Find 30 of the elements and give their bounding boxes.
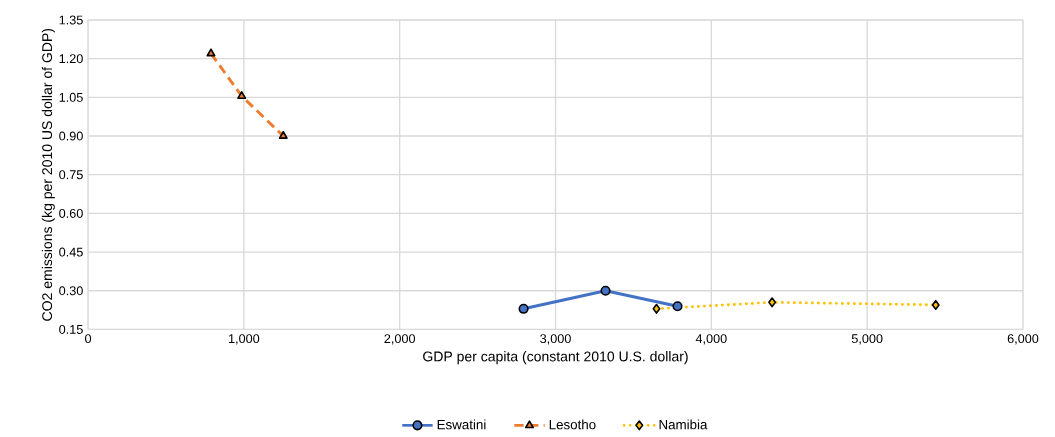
point	[672, 300, 683, 312]
y-tick-label: 0.45	[59, 247, 83, 257]
y-tick-label: 0.75	[59, 170, 83, 179]
legend-label: Namibia	[659, 419, 708, 430]
x-tick-label: 1,000	[228, 333, 260, 345]
x-tick-label: 3,000	[540, 333, 571, 345]
point	[518, 303, 529, 314]
y-tick-label: 0.30	[59, 286, 83, 296]
point	[206, 48, 216, 57]
x-tick-label: 2,000	[384, 333, 416, 345]
point	[278, 130, 288, 139]
y-axis-title: CO2 emissions (kg per 2010 US dollar of GDP)	[41, 28, 55, 321]
x-axis-title: GDP per capita (constant 2010 U.S. dollar)	[423, 350, 688, 364]
x-tick-label: 6,000	[1007, 333, 1039, 345]
x-tick-label: 0	[85, 333, 92, 343]
point	[237, 90, 247, 99]
y-tick-label: 1.05	[59, 92, 83, 102]
y-tick-label: 1.35	[59, 15, 83, 25]
point	[600, 285, 611, 296]
point	[652, 303, 661, 314]
point	[768, 297, 777, 308]
y-tick-label: 1.20	[59, 53, 83, 63]
y-tick-label: 0.15	[59, 324, 83, 334]
point	[931, 299, 940, 310]
legend-label: Eswatini	[437, 419, 486, 430]
legend-label: Lesotho	[549, 419, 596, 430]
x-tick-label: 4,000	[695, 333, 727, 345]
x-tick-label: 5,000	[851, 333, 883, 345]
y-tick-label: 0.60	[59, 208, 83, 218]
y-tick-label: 0.90	[59, 131, 83, 141]
